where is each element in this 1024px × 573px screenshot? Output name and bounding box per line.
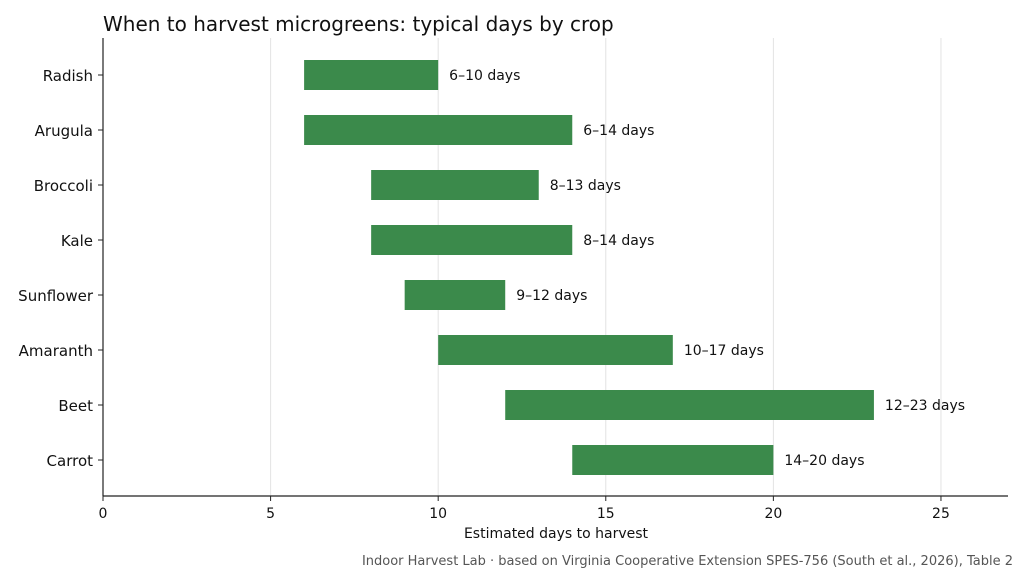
data-label-carrot: 14–20 days — [784, 453, 864, 469]
bar-beet — [505, 390, 874, 420]
category-labels: Radish Arugula Broccoli Kale Sunflower Amaran… — [18, 67, 103, 470]
bar-radish — [304, 60, 439, 90]
bars-group: 6–10 days 6–14 days 8–13 days 8–14 days 9–12… — [304, 60, 965, 475]
x-tick-label-25: 25 — [932, 506, 950, 522]
x-tick-label-5: 5 — [266, 506, 275, 522]
grid-lines — [270, 38, 942, 496]
chart-title: When to harvest microgreens: typical day… — [103, 12, 614, 36]
data-label-amaranth: 10–17 days — [684, 343, 764, 359]
x-tick-label-0: 0 — [99, 506, 108, 522]
data-label-beet: 12–23 days — [885, 398, 965, 414]
category-label-carrot: Carrot — [47, 452, 94, 470]
x-ticks: 0 5 10 15 20 25 — [99, 496, 950, 522]
data-label-broccoli: 8–13 days — [550, 178, 621, 194]
category-label-amaranth: Amaranth — [19, 342, 93, 360]
category-label-beet: Beet — [58, 397, 93, 415]
bar-sunflower — [404, 280, 506, 310]
x-tick-label-10: 10 — [429, 506, 447, 522]
bar-amaranth — [438, 335, 673, 365]
category-label-sunflower: Sunflower — [18, 287, 94, 305]
bar-carrot — [572, 445, 774, 475]
x-tick-label-20: 20 — [764, 506, 782, 522]
data-label-arugula: 6–14 days — [583, 123, 654, 139]
category-label-broccoli: Broccoli — [34, 177, 93, 195]
source-note: Indoor Harvest Lab · based on Virginia C… — [362, 554, 1013, 569]
data-label-sunflower: 9–12 days — [516, 288, 587, 304]
category-label-radish: Radish — [43, 67, 93, 85]
x-axis-title: Estimated days to harvest — [464, 526, 649, 542]
bar-kale — [371, 225, 573, 255]
category-label-kale: Kale — [61, 232, 93, 250]
bar-arugula — [304, 115, 573, 145]
data-label-kale: 8–14 days — [583, 233, 654, 249]
bar-broccoli — [371, 170, 539, 200]
data-label-radish: 6–10 days — [449, 68, 520, 84]
category-label-arugula: Arugula — [35, 122, 93, 140]
x-tick-label-15: 15 — [597, 506, 615, 522]
axes-group — [102, 38, 1008, 497]
